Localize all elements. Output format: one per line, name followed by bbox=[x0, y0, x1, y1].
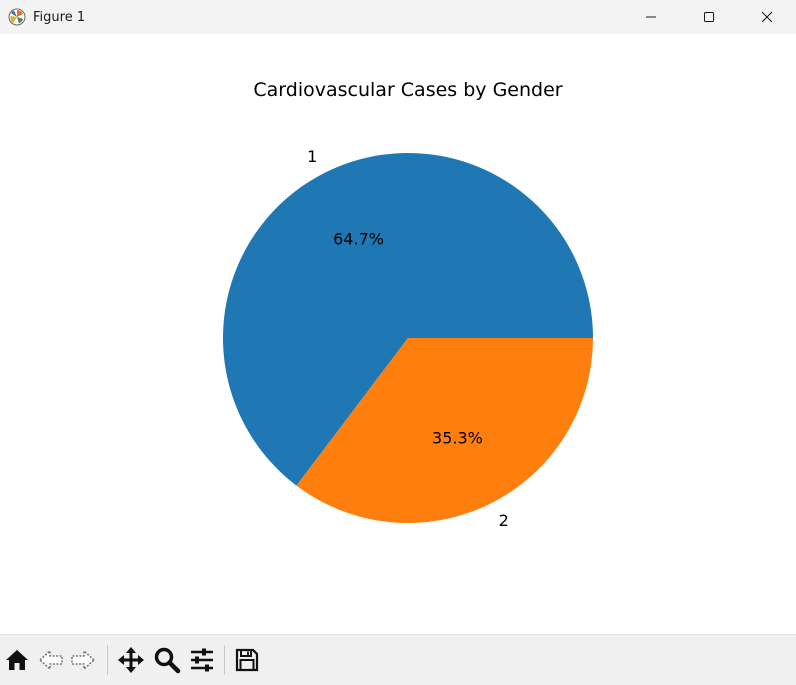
zoom-button[interactable] bbox=[152, 645, 182, 675]
toolbar-separator bbox=[107, 645, 108, 675]
minimize-icon bbox=[646, 16, 656, 18]
home-icon bbox=[6, 650, 28, 670]
configure-subplots-button[interactable] bbox=[187, 645, 217, 675]
home-button[interactable] bbox=[2, 645, 32, 675]
slice-percent-1: 64.7% bbox=[333, 230, 384, 249]
pan-button[interactable] bbox=[116, 645, 146, 675]
back-button[interactable] bbox=[36, 645, 66, 675]
minimize-button[interactable] bbox=[622, 0, 680, 34]
slice-percent-2: 35.3% bbox=[432, 428, 483, 447]
forward-button[interactable] bbox=[68, 645, 98, 675]
configure-icon bbox=[191, 648, 213, 672]
forward-icon bbox=[71, 649, 96, 671]
window-titlebar: Figure 1 bbox=[0, 0, 796, 34]
navigation-toolbar bbox=[0, 634, 796, 685]
pie-slice-2 bbox=[296, 338, 593, 523]
toolbar-separator bbox=[224, 645, 225, 675]
matplotlib-app-icon bbox=[8, 8, 26, 26]
pan-icon bbox=[118, 647, 144, 673]
pie-slice-1 bbox=[223, 153, 593, 486]
slice-label-2: 2 bbox=[499, 511, 509, 530]
save-icon bbox=[235, 648, 259, 672]
close-button[interactable] bbox=[738, 0, 796, 34]
close-icon bbox=[761, 11, 773, 23]
zoom-icon bbox=[154, 647, 181, 674]
chart-title: Cardiovascular Cases by Gender bbox=[253, 79, 562, 101]
pie-chart: Cardiovascular Cases by Gender 1 64.7% 2 35… bbox=[223, 79, 593, 530]
save-button[interactable] bbox=[232, 645, 262, 675]
window-title: Figure 1 bbox=[33, 9, 86, 25]
maximize-button[interactable] bbox=[680, 0, 738, 34]
maximize-icon bbox=[704, 12, 714, 22]
back-icon bbox=[38, 649, 63, 671]
figure-canvas: Cardiovascular Cases by Gender 1 64.7% 2 35… bbox=[0, 34, 796, 634]
slice-label-1: 1 bbox=[307, 147, 317, 166]
